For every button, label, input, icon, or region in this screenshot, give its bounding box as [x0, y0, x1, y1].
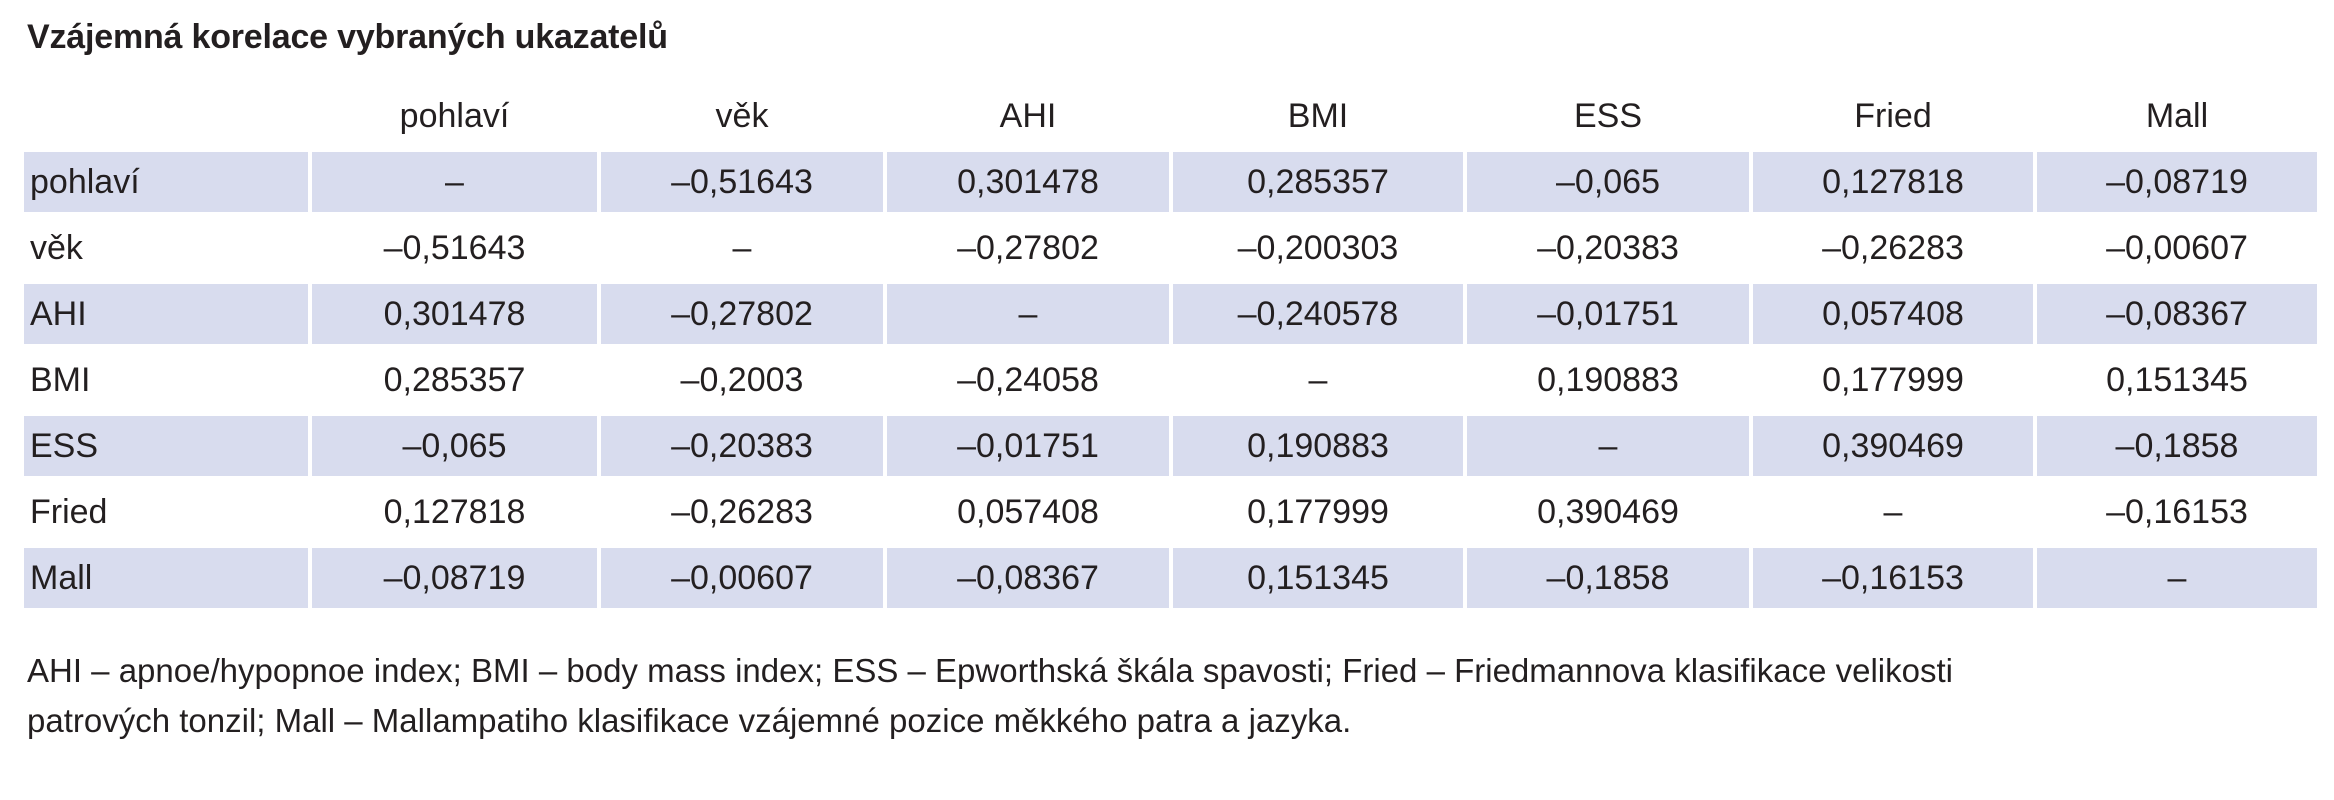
table-cell: –0,26283 [671, 492, 813, 531]
row-header: Mall [24, 548, 308, 608]
footnote-line: AHI – apnoe/hypopnoe index; BMI – body m… [27, 652, 1953, 689]
correlation-table: pohlaví věk AHI BMI ESS Fried Mall pohla… [20, 80, 2321, 614]
table-title: Vzájemná korelace vybraných ukazatelů [27, 18, 668, 56]
column-header: ESS [1573, 96, 1643, 135]
row-header: pohlaví [24, 152, 308, 212]
table-cell: –0,51643 [383, 228, 526, 267]
table-cell: –0,08719 [312, 548, 597, 608]
table-row: pohlaví – –0,51643 0,301478 0,285357 –0,… [24, 152, 2317, 212]
table-cell: 0,127818 [383, 492, 526, 531]
table-cell: 0,151345 [1173, 548, 1463, 608]
table-cell: – [1308, 360, 1328, 399]
table-cell: –0,20383 [1537, 228, 1679, 267]
table-cell: –0,08367 [887, 548, 1169, 608]
table-cell: –0,00607 [601, 548, 883, 608]
table-row: Fried 0,127818 –0,26283 0,057408 0,17799… [24, 482, 2317, 542]
row-header: Fried [30, 492, 108, 531]
table-cell: –0,51643 [601, 152, 883, 212]
column-header: Fried [1854, 96, 1932, 135]
table-cell: 0,151345 [2106, 360, 2248, 399]
table-cell: –0,27802 [601, 284, 883, 344]
table-cell: –0,00607 [2106, 228, 2248, 267]
table-cell: 0,057408 [1753, 284, 2033, 344]
table-cell: – [1883, 492, 1903, 531]
table-row: BMI 0,285357 –0,2003 –0,24058 – 0,190883… [24, 350, 2317, 410]
table-cell: –0,1858 [2037, 416, 2317, 476]
table-footnote: AHI – apnoe/hypopnoe index; BMI – body m… [27, 646, 2317, 746]
row-header: BMI [30, 360, 91, 399]
table-cell: 0,285357 [383, 360, 526, 399]
table-cell: 0,177999 [1247, 492, 1389, 531]
table-cell: –0,1858 [1467, 548, 1749, 608]
table-cell: – [1467, 416, 1749, 476]
table-cell: 0,127818 [1753, 152, 2033, 212]
table-cell: –0,065 [1467, 152, 1749, 212]
table-cell: 0,057408 [957, 492, 1099, 531]
table-cell: 0,190883 [1173, 416, 1463, 476]
row-header: věk [30, 228, 83, 267]
table-cell: – [732, 228, 752, 267]
row-header: AHI [24, 284, 308, 344]
table-cell: –0,24058 [957, 360, 1099, 399]
table-cell: –0,27802 [957, 228, 1099, 267]
table-cell: 0,190883 [1537, 360, 1679, 399]
row-header: ESS [24, 416, 308, 476]
column-header: Mall [2145, 96, 2209, 135]
column-header: pohlaví [399, 96, 510, 135]
table-cell: – [887, 284, 1169, 344]
table-row: ESS –0,065 –0,20383 –0,01751 0,190883 – … [24, 416, 2317, 476]
table-cell: –0,20383 [601, 416, 883, 476]
table-cell: –0,01751 [887, 416, 1169, 476]
table-cell: –0,200303 [1237, 228, 1399, 267]
table-cell: –0,01751 [1467, 284, 1749, 344]
table-cell: 0,390469 [1537, 492, 1679, 531]
table-cell: 0,390469 [1753, 416, 2033, 476]
table-cell: –0,16153 [2106, 492, 2248, 531]
column-header: BMI [1287, 96, 1349, 135]
table-cell: –0,065 [312, 416, 597, 476]
table-cell: – [2037, 548, 2317, 608]
table-row: AHI 0,301478 –0,27802 – –0,240578 –0,017… [24, 284, 2317, 344]
table-cell: –0,26283 [1822, 228, 1964, 267]
table-cell: –0,2003 [680, 360, 804, 399]
table-cell: 0,301478 [312, 284, 597, 344]
table-cell: – [312, 152, 597, 212]
table-cell: –0,16153 [1753, 548, 2033, 608]
header-row: pohlaví věk AHI BMI ESS Fried Mall [24, 86, 2317, 146]
table-cell: 0,301478 [887, 152, 1169, 212]
footnote-line: patrových tonzil; Mall – Mallampatiho kl… [27, 702, 1352, 739]
table-cell: –0,08719 [2037, 152, 2317, 212]
column-header: AHI [999, 96, 1057, 135]
column-header: věk [715, 96, 769, 135]
table-row: věk –0,51643 – –0,27802 –0,200303 –0,203… [24, 218, 2317, 278]
table-cell: 0,285357 [1173, 152, 1463, 212]
table-cell: –0,08367 [2037, 284, 2317, 344]
corner-cell [24, 86, 308, 146]
table-cell: 0,177999 [1822, 360, 1964, 399]
table-cell: –0,240578 [1173, 284, 1463, 344]
table-row: Mall –0,08719 –0,00607 –0,08367 0,151345… [24, 548, 2317, 608]
